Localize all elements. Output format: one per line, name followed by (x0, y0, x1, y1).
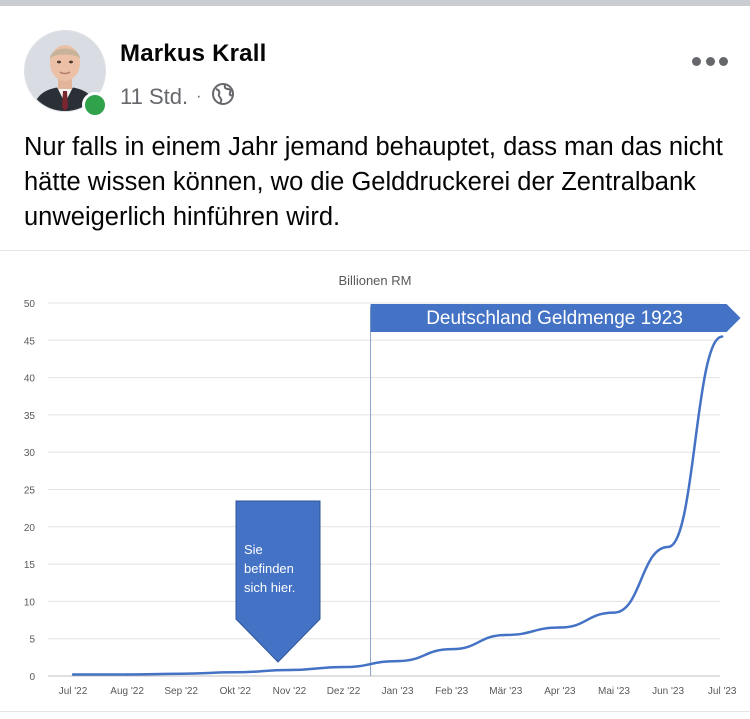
banner-arrow (370, 304, 741, 332)
chart-data-point (612, 611, 616, 614)
chart-pointer-callout: Sie befinden sich hier. (235, 500, 321, 663)
chart-y-tick-label: 20 (24, 523, 36, 534)
chart-data-point (721, 335, 724, 338)
chart-image[interactable]: 0 5 10 15 20 25 30 35 40 45 50 Jul '22 Aug '22 Sep '… (0, 250, 750, 712)
chart-y-tick-label: 0 (29, 672, 35, 683)
pointer-label-line: befinden (244, 561, 294, 576)
more-dot (719, 56, 728, 66)
chart-data-point (234, 671, 237, 674)
chart-x-tick-label: Okt '22 (220, 686, 252, 697)
chart-x-tick-label: Mai '23 (598, 686, 630, 697)
online-status-dot (82, 92, 108, 118)
chart-x-tick-label: Jan '23 (382, 686, 414, 697)
chart-x-tick-label: Mär '23 (489, 686, 522, 697)
chart-data-point (504, 633, 507, 637)
chart-x-tick-label: Feb '23 (435, 686, 468, 697)
chart-data-point (125, 673, 129, 676)
money-supply-chart: 0 5 10 15 20 25 30 35 40 45 50 Jul '22 Aug '22 Sep '… (24, 273, 741, 697)
chart-gridlines (48, 302, 720, 677)
pointer-label-line: Sie (244, 542, 263, 557)
post-message: Nur falls in einem Jahr jemand behauptet… (24, 133, 723, 231)
chart-data-point (450, 647, 453, 651)
pointer-label-line: sich hier. (244, 580, 295, 595)
chart-x-tick-labels: Jul '22 Aug '22 Sep '22 Okt '22 Nov '22 Dez '… (59, 686, 737, 697)
post-timestamp[interactable]: 11 Std. (120, 84, 189, 109)
chart-title: Billionen RM (339, 273, 412, 288)
chart-data-point (396, 659, 399, 663)
chart-data-point (666, 545, 670, 549)
chart-x-tick-label: Aug '22 (110, 686, 144, 697)
author-avatar[interactable] (24, 30, 108, 118)
pointer-arrow (235, 500, 321, 663)
chart-y-tick-label: 50 (24, 299, 36, 310)
post-meta: 11 Std. · (120, 82, 235, 112)
chart-y-tick-label: 25 (24, 486, 36, 497)
chart-x-tick-label: Nov '22 (273, 686, 307, 697)
top-divider (0, 0, 750, 6)
globe-icon[interactable] (209, 82, 235, 112)
more-options-icon[interactable] (692, 54, 728, 68)
chart-data-point (558, 626, 562, 629)
chart-y-tick-label: 35 (24, 411, 36, 422)
meta-separator: · (196, 88, 202, 105)
chart-y-tick-label: 15 (24, 560, 36, 571)
chart-series-line (73, 335, 723, 676)
more-dot (705, 56, 715, 66)
chart-y-tick-label: 40 (24, 374, 36, 385)
author-name[interactable]: Markus Krall (120, 40, 267, 67)
chart-x-tick-label: Jul '22 (59, 686, 88, 697)
facebook-post: Markus Krall 11 Std. · Nur falls in eine… (0, 6, 750, 719)
chart-x-tick-label: Sep '22 (164, 686, 198, 697)
more-dot (692, 56, 701, 66)
banner-label: Deutschland Geldmenge 1923 (426, 308, 683, 329)
chart-x-tick-label: Jun '23 (652, 686, 684, 697)
chart-y-tick-label: 30 (24, 448, 36, 459)
chart-y-tick-label: 10 (24, 597, 36, 608)
chart-data-point (71, 673, 75, 676)
chart-data-point (180, 672, 183, 675)
chart-data-point (288, 668, 291, 672)
chart-y-tick-label: 45 (24, 336, 36, 347)
chart-y-tick-labels: 0 5 10 15 20 25 30 35 40 45 50 (24, 299, 36, 683)
chart-data-point (342, 665, 345, 669)
chart-x-tick-label: Apr '23 (544, 686, 576, 697)
chart-y-tick-label: 5 (29, 635, 35, 646)
chart-x-tick-label: Dez '22 (327, 686, 361, 697)
chart-banner: Deutschland Geldmenge 1923 (370, 304, 741, 332)
chart-x-tick-label: Jul '23 (708, 686, 737, 697)
